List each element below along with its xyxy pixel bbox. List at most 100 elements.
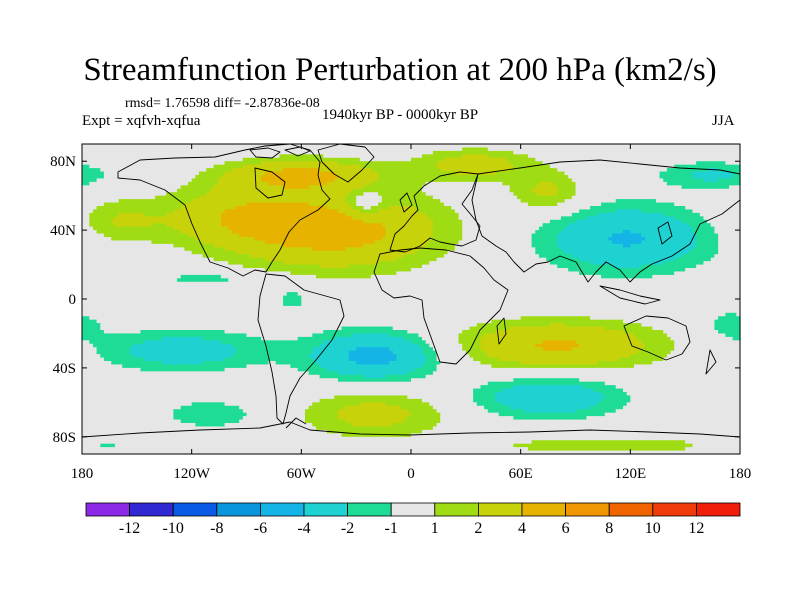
field-cell (652, 326, 716, 331)
field-cell (352, 188, 423, 193)
field-cell (224, 209, 339, 214)
field-cell (100, 354, 134, 359)
field-cell (82, 364, 123, 369)
y-tick-label: 40S (53, 361, 76, 377)
field-cell (224, 423, 313, 428)
season-label: JJA (712, 113, 735, 129)
field-cell (432, 223, 463, 228)
field-cell (239, 405, 310, 410)
field-cell (173, 226, 229, 231)
field-cell (535, 250, 566, 255)
field-cell (82, 268, 266, 273)
field-cell (513, 443, 694, 448)
field-cell (579, 378, 741, 383)
field-cell (275, 361, 317, 366)
field-cell (82, 175, 105, 180)
field-cell (82, 171, 105, 176)
field-cell (323, 330, 408, 335)
field-cell (652, 361, 741, 366)
field-cell (425, 357, 438, 362)
field-cell (337, 209, 361, 214)
field-cell (575, 185, 683, 190)
field-cell (432, 371, 741, 376)
colorbar-swatch (608, 502, 654, 517)
field-cell (82, 299, 284, 304)
field-cell (476, 402, 503, 407)
coastline-hudson-bay (254, 167, 286, 199)
field-cell (348, 264, 423, 269)
field-cell (82, 392, 474, 397)
field-cell (385, 374, 427, 379)
field-cell (725, 161, 741, 166)
coastline-indonesia (599, 285, 661, 305)
field-cell (440, 419, 741, 424)
field-cell (411, 433, 741, 438)
colorbar-swatch (303, 502, 348, 517)
coastline-britain (399, 192, 413, 213)
field-cell (315, 361, 357, 366)
stats-line: rmsd= 1.76598 diff= -2.87836e-08 (125, 96, 320, 111)
field-cell (502, 181, 540, 186)
field-cell (685, 206, 741, 211)
field-cell (235, 250, 416, 255)
field-cell (82, 278, 178, 283)
field-cell (663, 178, 705, 183)
field-cell (495, 392, 602, 397)
field-cell (674, 347, 741, 352)
field-cell (103, 171, 200, 176)
field-cell (82, 409, 174, 414)
field-cell (82, 357, 105, 362)
field-cell (82, 381, 489, 386)
field-cell (242, 157, 361, 162)
field-cell (82, 361, 112, 366)
field-cell (82, 426, 317, 431)
field-cell (202, 240, 266, 245)
field-cell (710, 223, 741, 228)
field-cell (370, 168, 441, 173)
field-cell (429, 216, 460, 221)
field-cell (575, 219, 683, 224)
field-cell (440, 361, 482, 366)
field-cell (403, 254, 445, 259)
field-cell (82, 288, 741, 293)
field-cell (692, 209, 741, 214)
field-cell (359, 157, 412, 162)
field-cell (89, 340, 145, 345)
field-cell (180, 230, 233, 235)
field-cell (385, 226, 434, 231)
field-cell (458, 333, 485, 338)
field-cell (469, 354, 489, 359)
field-cell (268, 361, 277, 366)
field-cell (513, 378, 580, 383)
field-cell (604, 326, 653, 331)
field-cell (264, 268, 412, 273)
field-cell (436, 350, 467, 355)
field-cell (718, 178, 741, 183)
field-cell (89, 212, 120, 217)
field-cell (359, 402, 387, 407)
field-cell (549, 323, 566, 328)
field-cell (82, 237, 112, 242)
field-cell (414, 250, 449, 255)
field-cell (334, 336, 405, 341)
field-cell (557, 240, 613, 245)
field-cell (356, 195, 383, 200)
field-cell (703, 216, 741, 221)
field-cell (82, 285, 741, 290)
field-cell (312, 347, 357, 352)
field-cell (389, 333, 419, 338)
field-cell (82, 419, 182, 424)
field-cell (531, 240, 558, 245)
field-cell (246, 333, 313, 338)
field-cell (111, 237, 196, 242)
field-cell (655, 199, 741, 204)
field-cell (133, 354, 233, 359)
coastline-madagascar (496, 317, 507, 345)
field-cell (659, 171, 694, 176)
colorbar-label: 10 (645, 520, 661, 537)
field-cell (378, 209, 419, 214)
field-cell (549, 219, 577, 224)
field-cell (681, 254, 716, 259)
field-cell (601, 202, 675, 207)
field-cell (575, 409, 617, 414)
